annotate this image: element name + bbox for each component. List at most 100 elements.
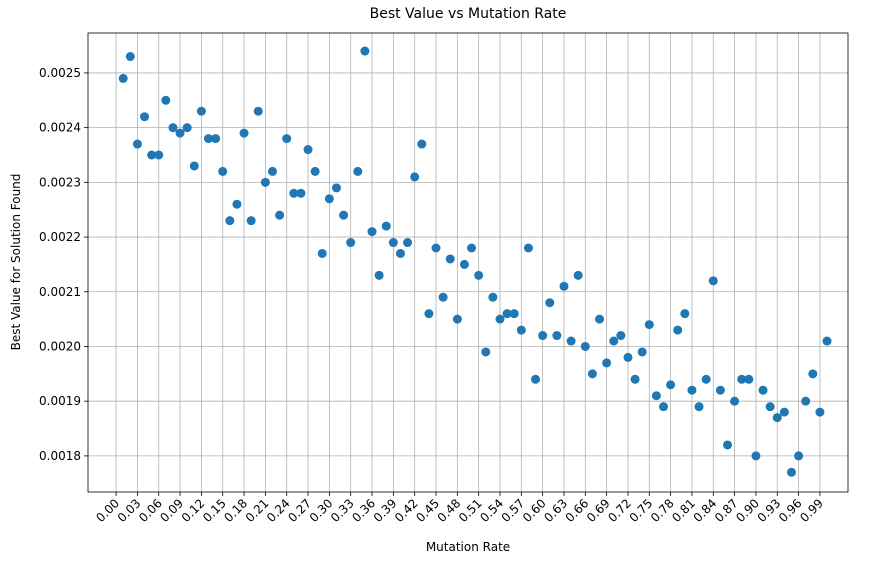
point [722,440,732,450]
point [580,341,590,351]
y-tick-label: 0.0019 [39,394,81,408]
point [211,134,221,144]
point [630,374,640,384]
point [225,216,235,226]
point [474,270,484,280]
point [296,188,306,198]
point [417,139,427,149]
chart-title: Best Value vs Mutation Rate [370,6,567,22]
point [545,298,555,308]
point [701,374,711,384]
point [552,331,562,341]
point [175,128,185,138]
point [523,243,533,253]
y-tick-label: 0.0018 [39,449,81,463]
point [282,134,292,144]
point [403,238,413,248]
point [182,123,192,133]
point [374,270,384,280]
point [737,374,747,384]
point [218,166,228,176]
point [744,374,754,384]
point [452,314,462,324]
point [644,320,654,330]
point [204,134,214,144]
point [680,309,690,319]
y-tick-label: 0.0021 [39,285,81,299]
point [623,352,633,362]
point [232,199,242,209]
point [595,314,605,324]
point [531,374,541,384]
point [687,385,697,395]
point [673,325,683,335]
point [609,336,619,346]
point [786,467,796,477]
point [573,270,583,280]
point [246,216,256,226]
point [395,248,405,258]
point [196,106,206,116]
point [794,451,804,461]
point [659,402,669,412]
point [353,166,363,176]
point [467,243,477,253]
point [616,331,626,341]
point [346,238,356,248]
y-tick-label: 0.0022 [39,230,81,244]
point [317,248,327,258]
point [410,172,420,182]
point [715,385,725,395]
point [161,95,171,105]
point [559,281,569,291]
point [360,46,370,56]
point [801,396,811,406]
point [267,166,277,176]
point [189,161,199,171]
point [459,259,469,269]
point [168,123,178,133]
point [730,396,740,406]
point [147,150,157,160]
point [140,112,150,122]
point [822,336,832,346]
point [694,402,704,412]
point [666,380,676,390]
point [303,145,313,155]
y-tick-label: 0.0023 [39,175,81,189]
point [289,188,299,198]
point [310,166,320,176]
point [488,292,498,302]
point [509,309,519,319]
point [516,325,526,335]
point [118,73,128,83]
point [538,331,548,341]
point [751,451,761,461]
point [481,347,491,357]
point [239,128,249,138]
point [651,391,661,401]
point [331,183,341,193]
point [154,150,164,160]
point [275,210,285,220]
point [125,52,135,62]
point [602,358,612,368]
point [502,309,512,319]
y-axis-label: Best Value for Solution Found [9,174,23,351]
point [445,254,455,264]
point [779,407,789,417]
x-tick-label: 0.99 [797,496,826,525]
point [424,309,434,319]
point [431,243,441,253]
point [381,221,391,231]
x-axis-label: Mutation Rate [426,540,510,554]
plot-frame [87,32,849,493]
point [253,106,263,116]
point [495,314,505,324]
point [772,413,782,423]
point [708,276,718,286]
point [260,177,270,187]
point [339,210,349,220]
point [815,407,825,417]
